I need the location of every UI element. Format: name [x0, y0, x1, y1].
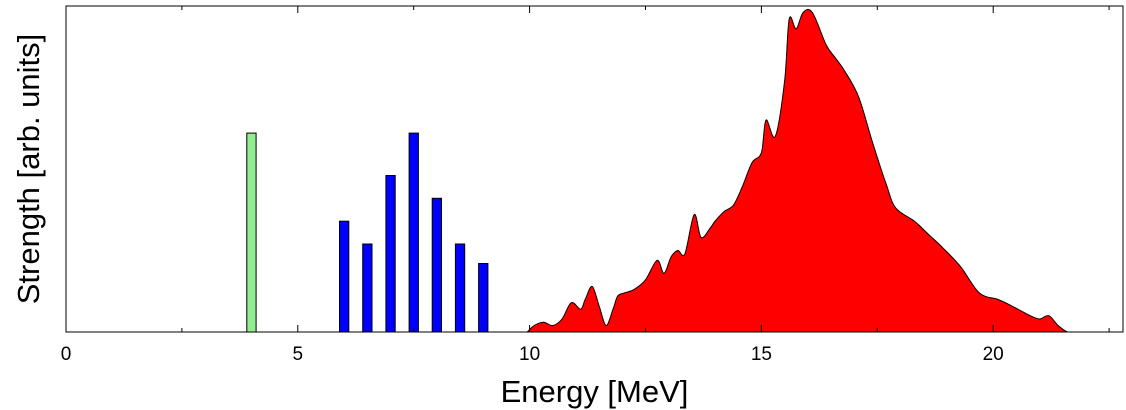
x-axis-title: Energy [MeV]: [501, 374, 689, 409]
bar-series1-4: [431, 197, 443, 333]
bar-series1-2: [385, 175, 396, 333]
x-tick-label-3: 15: [751, 344, 772, 365]
x-tick-label-1: 5: [293, 344, 304, 365]
bar-series1-0: [339, 220, 350, 333]
area-series2: [526, 8, 1072, 333]
bar-series1-3: [408, 132, 419, 333]
x-tick-label-4: 20: [983, 344, 1004, 365]
y-axis-title: Strength [arb. units]: [11, 34, 46, 305]
x-tick-label-0: 0: [61, 344, 72, 365]
ticks-layer: 0 5 10 15 20: [61, 6, 1110, 365]
bar-series1-5: [454, 243, 466, 333]
bars-layer: [246, 8, 1072, 333]
plot-frame: [65, 5, 1124, 333]
x-tick-label-2: 10: [519, 344, 540, 365]
bar-series1-1: [362, 243, 373, 333]
bar-series0-0: [246, 132, 257, 333]
bar-series1-6: [478, 263, 489, 333]
